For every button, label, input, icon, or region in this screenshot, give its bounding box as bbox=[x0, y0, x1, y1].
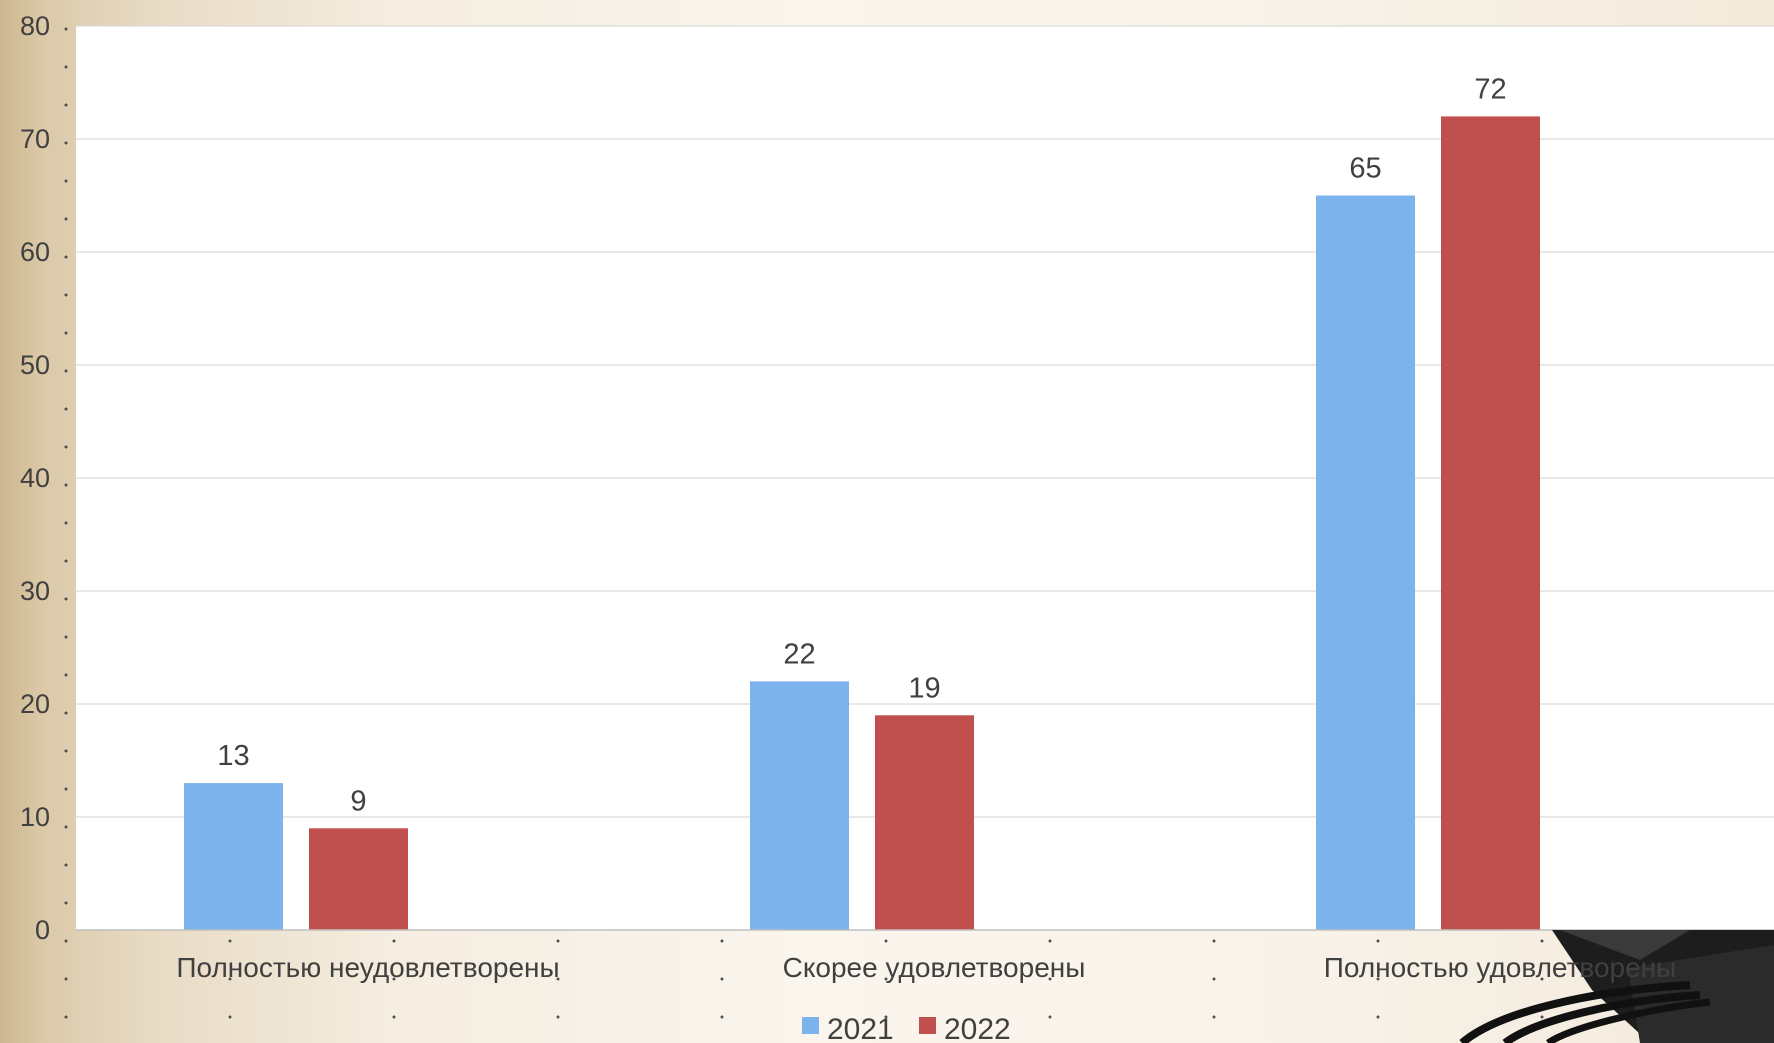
y-tick-label: 80 bbox=[20, 11, 50, 41]
data-label: 13 bbox=[217, 740, 249, 772]
data-labels: 13 9 22 19 65 72 bbox=[217, 73, 1506, 817]
y-axis-ticks: 0 10 20 30 40 50 60 70 80 bbox=[20, 11, 50, 945]
legend: 2021 2022 bbox=[802, 1013, 1011, 1043]
y-tick-label: 70 bbox=[20, 124, 50, 154]
data-label: 19 bbox=[908, 672, 940, 704]
legend-swatch-2022 bbox=[919, 1017, 936, 1034]
bar-2021-0 bbox=[184, 783, 283, 930]
bar-2021-2 bbox=[1316, 195, 1415, 930]
y-tick-label: 30 bbox=[20, 576, 50, 606]
category-label: Полностью удовлетворены bbox=[1324, 952, 1677, 983]
data-label: 65 bbox=[1349, 153, 1381, 185]
y-tick-label: 0 bbox=[35, 915, 50, 945]
y-tick-label: 40 bbox=[20, 463, 50, 493]
data-label: 72 bbox=[1474, 73, 1506, 105]
graduation-cap-image bbox=[1459, 930, 1774, 1043]
y-tick-label: 10 bbox=[20, 802, 50, 832]
legend-swatch-2021 bbox=[802, 1017, 819, 1034]
category-labels: Полностью неудовлетворены Скорее удовлетв… bbox=[176, 952, 1676, 983]
legend-label-2021: 2021 bbox=[827, 1013, 894, 1043]
data-label: 22 bbox=[783, 638, 815, 670]
legend-label-2022: 2022 bbox=[944, 1013, 1011, 1043]
bar-2022-0 bbox=[309, 828, 408, 930]
bar-2021-1 bbox=[750, 681, 849, 930]
y-tick-label: 20 bbox=[20, 689, 50, 719]
bar-2022-1 bbox=[875, 715, 974, 930]
y-tick-label: 60 bbox=[20, 237, 50, 267]
category-label: Скорее удовлетворены bbox=[783, 952, 1086, 983]
bars bbox=[184, 116, 1540, 930]
y-tick-label: 50 bbox=[20, 350, 50, 380]
bar-2022-2 bbox=[1441, 116, 1540, 930]
data-label: 9 bbox=[350, 785, 366, 817]
category-label: Полностью неудовлетворены bbox=[176, 952, 559, 983]
